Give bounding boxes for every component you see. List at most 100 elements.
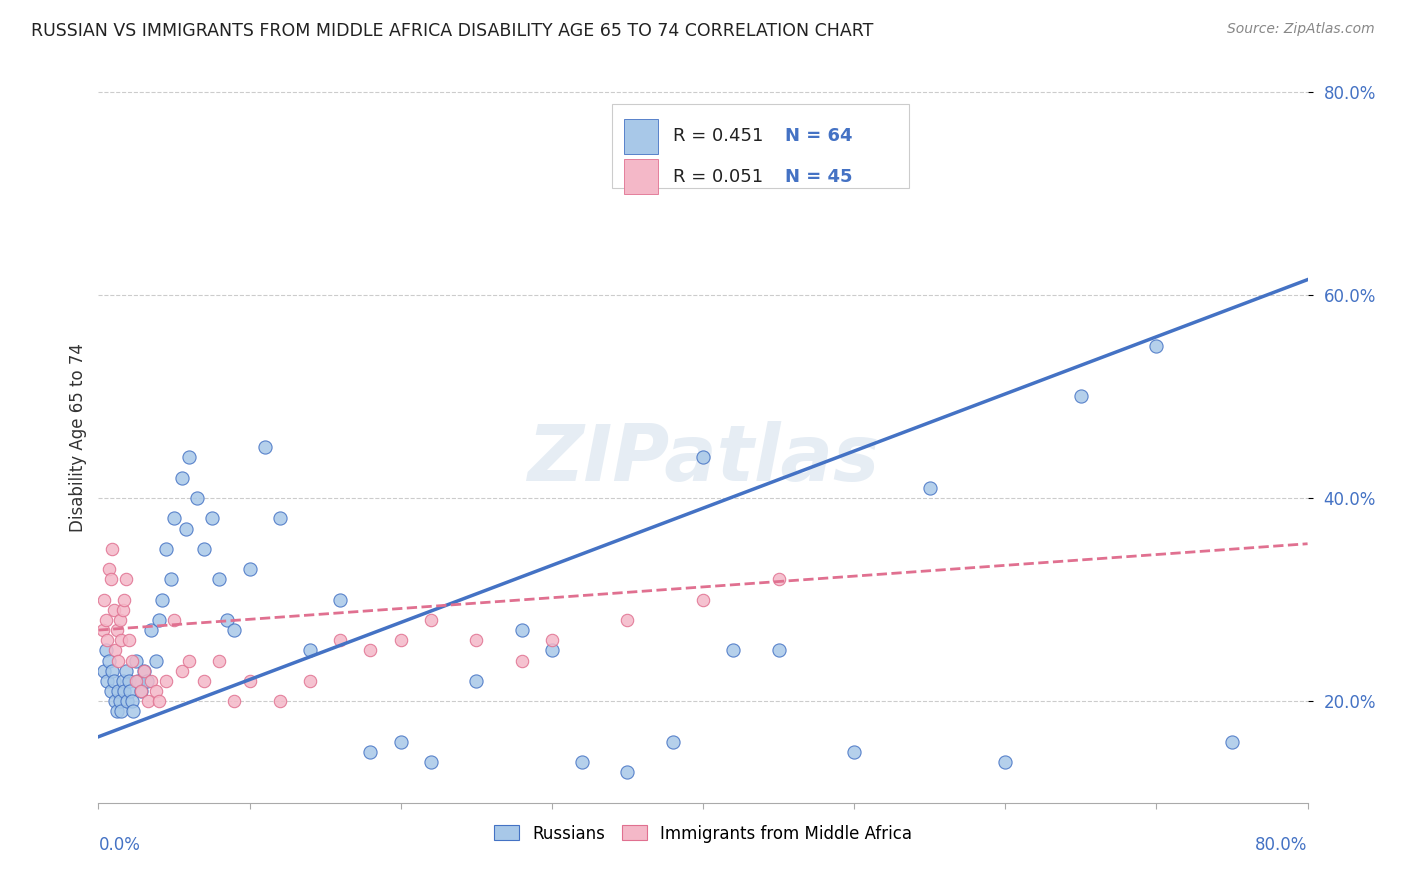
Point — [101, 664, 124, 678]
Point — [110, 705, 132, 719]
Point — [136, 694, 159, 708]
Point — [510, 654, 533, 668]
Point — [186, 491, 208, 505]
Point — [540, 643, 562, 657]
Point — [105, 623, 128, 637]
Point — [1070, 389, 1092, 403]
Point — [127, 673, 149, 688]
Point — [145, 684, 167, 698]
Point — [121, 654, 143, 668]
Point — [239, 562, 262, 576]
Point — [692, 450, 714, 465]
Point — [129, 684, 152, 698]
Point — [389, 633, 412, 648]
Point — [329, 592, 352, 607]
Text: RUSSIAN VS IMMIGRANTS FROM MIDDLE AFRICA DISABILITY AGE 65 TO 74 CORRELATION CHA: RUSSIAN VS IMMIGRANTS FROM MIDDLE AFRICA… — [31, 22, 873, 40]
Point — [132, 664, 155, 678]
Legend: Russians, Immigrants from Middle Africa: Russians, Immigrants from Middle Africa — [488, 818, 918, 849]
Point — [170, 664, 193, 678]
Point — [101, 541, 124, 556]
Point — [661, 735, 683, 749]
Point — [994, 755, 1017, 769]
Point — [100, 572, 122, 586]
Point — [141, 673, 163, 688]
Point — [224, 694, 246, 708]
Point — [201, 511, 224, 525]
Point — [571, 755, 593, 769]
Point — [103, 673, 125, 688]
Point — [105, 705, 128, 719]
Point — [160, 572, 183, 586]
Point — [112, 684, 135, 698]
Point — [163, 613, 186, 627]
Point — [170, 471, 193, 485]
Point — [420, 613, 443, 627]
Point — [141, 623, 163, 637]
Point — [132, 664, 155, 678]
Y-axis label: Disability Age 65 to 74: Disability Age 65 to 74 — [69, 343, 87, 532]
Point — [299, 643, 322, 657]
Point — [299, 673, 322, 688]
Point — [100, 684, 122, 698]
Text: R = 0.451: R = 0.451 — [673, 128, 763, 145]
Point — [94, 643, 117, 657]
Point — [360, 745, 382, 759]
Point — [215, 613, 238, 627]
Point — [692, 592, 714, 607]
Point — [420, 755, 443, 769]
Point — [120, 684, 142, 698]
Point — [239, 673, 262, 688]
Point — [91, 623, 114, 637]
Text: N = 45: N = 45 — [785, 168, 852, 186]
Point — [768, 572, 790, 586]
Point — [389, 735, 412, 749]
Point — [208, 572, 231, 586]
Point — [93, 592, 115, 607]
Point — [108, 694, 131, 708]
Point — [844, 745, 866, 759]
Point — [103, 603, 125, 617]
FancyBboxPatch shape — [624, 159, 658, 194]
Point — [616, 765, 638, 780]
Point — [118, 673, 141, 688]
Point — [94, 613, 117, 627]
Text: 0.0%: 0.0% — [98, 836, 141, 854]
Text: N = 64: N = 64 — [785, 128, 852, 145]
Text: ZIPatlas: ZIPatlas — [527, 421, 879, 497]
Point — [360, 643, 382, 657]
Point — [193, 673, 215, 688]
Point — [112, 592, 135, 607]
Point — [114, 664, 136, 678]
Point — [148, 613, 170, 627]
Point — [111, 673, 134, 688]
Point — [1144, 338, 1167, 352]
Point — [179, 654, 201, 668]
Point — [174, 521, 197, 535]
Point — [107, 654, 129, 668]
Point — [465, 633, 488, 648]
Point — [208, 654, 231, 668]
Point — [150, 592, 173, 607]
Point — [145, 654, 167, 668]
Point — [135, 673, 157, 688]
Point — [125, 673, 148, 688]
Point — [96, 673, 118, 688]
Point — [253, 440, 276, 454]
Point — [122, 705, 145, 719]
Point — [465, 673, 488, 688]
FancyBboxPatch shape — [613, 104, 908, 188]
Point — [224, 623, 246, 637]
Point — [96, 633, 118, 648]
Point — [193, 541, 215, 556]
Point — [93, 664, 115, 678]
Point — [616, 613, 638, 627]
Point — [329, 633, 352, 648]
Point — [107, 684, 129, 698]
Point — [104, 643, 127, 657]
Point — [110, 633, 132, 648]
Point — [115, 694, 138, 708]
Point — [148, 694, 170, 708]
Point — [918, 481, 941, 495]
Point — [98, 654, 121, 668]
Point — [510, 623, 533, 637]
